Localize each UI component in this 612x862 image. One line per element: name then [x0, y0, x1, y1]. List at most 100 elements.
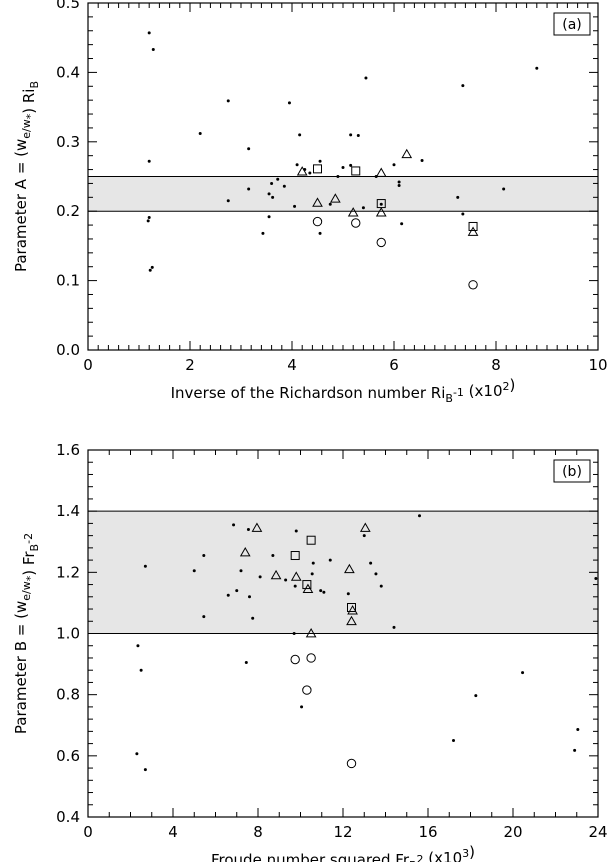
data-point-triangle	[401, 148, 413, 159]
data-point-dot	[146, 219, 150, 223]
data-point-square	[290, 551, 300, 561]
data-point-dot	[147, 215, 151, 219]
data-point-square	[468, 221, 478, 231]
y-axis-label: Parameter A = (we/w*) RiB	[12, 81, 41, 272]
data-point-dot	[379, 584, 383, 588]
data-point-dot	[150, 265, 154, 269]
data-point-circle	[351, 218, 361, 228]
x-tick-label: 8	[491, 356, 501, 374]
data-point-dot	[198, 131, 202, 135]
data-point-dot	[292, 632, 296, 635]
panel-label-box	[553, 459, 591, 483]
data-point-dot	[369, 561, 373, 565]
data-point-dot	[573, 748, 577, 752]
data-point-dot	[270, 181, 274, 185]
y-tick-label: 0.1	[56, 272, 80, 290]
data-point-dot	[456, 195, 460, 199]
data-point-triangle	[375, 167, 387, 177]
data-point-triangle	[347, 605, 358, 615]
data-point-dot	[318, 231, 322, 235]
data-point-circle	[306, 653, 316, 663]
x-tick-label: 0	[83, 823, 93, 841]
data-point-dot	[267, 192, 271, 196]
x-tick-label: 20	[503, 823, 522, 841]
data-point-dot	[318, 159, 322, 163]
data-point-dot	[246, 528, 250, 532]
data-point-triangle	[296, 166, 308, 176]
panel-label: (b)	[562, 464, 582, 480]
data-point-dot	[392, 625, 396, 629]
data-point-dot	[397, 180, 401, 184]
data-point-dot	[374, 572, 378, 576]
data-point-dot	[452, 739, 455, 743]
y-tick-label: 0.0	[56, 341, 80, 359]
data-point-circle	[312, 216, 323, 227]
panel-label-box	[553, 12, 591, 36]
data-point-dot	[461, 212, 465, 216]
data-point-triangle	[375, 207, 387, 217]
data-point-dot	[276, 177, 280, 181]
data-point-dot	[247, 187, 251, 191]
y-tick-label: 0.2	[56, 202, 80, 220]
data-point-dot	[143, 768, 147, 772]
data-point-dot	[420, 159, 424, 163]
data-point-dot	[135, 752, 139, 756]
data-point-dot	[239, 569, 243, 573]
x-tick-label: 12	[333, 823, 352, 841]
data-point-triangle	[251, 522, 263, 532]
data-point-dot	[349, 163, 353, 167]
data-point-dot	[319, 589, 323, 593]
data-point-dot	[293, 204, 297, 208]
data-point-dot	[361, 206, 365, 210]
y-tick-label: 1.0	[56, 625, 80, 643]
data-point-dot	[311, 561, 315, 565]
data-point-dot	[271, 554, 275, 558]
data-point-dot	[461, 84, 465, 88]
y-tick-label: 0.8	[56, 686, 80, 704]
data-point-dot	[232, 523, 236, 527]
data-point-dot	[282, 184, 286, 188]
x-tick-label: 2	[185, 356, 195, 374]
data-point-dot	[322, 590, 326, 594]
y-tick-label: 1.2	[56, 563, 80, 581]
data-point-circle	[376, 237, 386, 248]
data-point-dot	[151, 47, 155, 51]
data-point-triangle	[305, 627, 317, 638]
data-point-dot	[267, 215, 271, 219]
data-point-dot	[136, 644, 140, 648]
data-point-dot	[346, 592, 350, 596]
data-point-dot	[192, 569, 196, 573]
data-point-square	[347, 603, 356, 613]
data-point-dot	[284, 578, 288, 582]
data-point-dot	[341, 165, 345, 169]
y-tick-label: 0.4	[56, 808, 80, 826]
data-point-dot	[271, 195, 275, 199]
data-point-dot	[502, 187, 506, 191]
shaded-band	[88, 511, 598, 634]
x-tick-label: 4	[287, 356, 297, 374]
data-point-dot	[226, 99, 230, 103]
data-point-triangle	[347, 207, 359, 217]
data-point-dot	[336, 175, 340, 178]
data-point-dot	[226, 199, 230, 203]
data-point-dot	[147, 31, 151, 35]
data-point-dot	[418, 514, 421, 518]
data-point-triangle	[312, 197, 323, 207]
chart-panel-a: 0 2 4 6 8 10 0.0 0.1 0.2 0.3 0.4 0.5 (a) Inverse of t…	[12, 0, 608, 405]
data-point-dot	[202, 554, 206, 558]
data-point-dot	[244, 661, 248, 665]
data-point-dot	[400, 222, 404, 226]
data-point-dot	[235, 589, 239, 593]
data-point-dot	[148, 268, 152, 272]
data-point-dot	[362, 534, 366, 538]
data-point-dot	[356, 134, 360, 138]
y-tick-label: 0.3	[56, 133, 80, 151]
data-point-circle	[290, 654, 300, 665]
data-point-dot	[293, 584, 297, 588]
data-point-triangle	[270, 569, 282, 580]
x-tick-label: 8	[253, 823, 263, 841]
chart-panel-b: 0 4 8 12 16 20 24 0.4 0.6 0.8 1.0 1.2 1.4 1.6 (b) Froud…	[12, 441, 608, 862]
data-point-dot	[295, 163, 299, 167]
x-tick-label: 6	[389, 356, 399, 374]
shaded-band	[88, 176, 598, 212]
